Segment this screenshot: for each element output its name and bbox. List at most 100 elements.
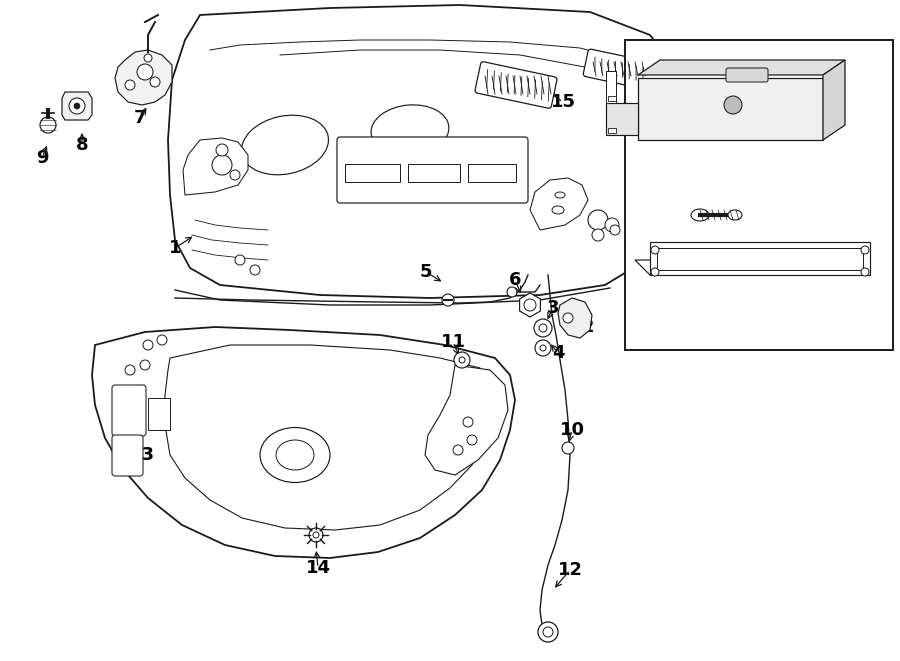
- Text: 14: 14: [305, 559, 330, 577]
- Circle shape: [562, 442, 574, 454]
- Polygon shape: [115, 50, 172, 105]
- Text: 15: 15: [551, 93, 575, 111]
- Text: 1: 1: [169, 239, 181, 257]
- Circle shape: [137, 64, 153, 80]
- Bar: [468, 164, 516, 182]
- FancyBboxPatch shape: [475, 61, 557, 108]
- Circle shape: [150, 77, 160, 87]
- Text: 16: 16: [733, 46, 758, 64]
- Polygon shape: [823, 60, 845, 140]
- Polygon shape: [530, 178, 588, 230]
- Circle shape: [610, 225, 620, 235]
- Circle shape: [535, 340, 551, 356]
- Polygon shape: [168, 5, 680, 298]
- Circle shape: [588, 210, 608, 230]
- Circle shape: [157, 335, 167, 345]
- Circle shape: [861, 246, 869, 254]
- FancyBboxPatch shape: [337, 137, 528, 203]
- Text: 17: 17: [660, 273, 685, 291]
- Circle shape: [230, 170, 240, 180]
- Polygon shape: [92, 327, 515, 558]
- Circle shape: [140, 360, 150, 370]
- Circle shape: [463, 417, 473, 427]
- Text: 11: 11: [440, 333, 465, 351]
- Circle shape: [453, 445, 463, 455]
- FancyBboxPatch shape: [726, 68, 768, 82]
- Circle shape: [524, 299, 536, 311]
- Circle shape: [74, 103, 80, 109]
- Ellipse shape: [371, 105, 449, 155]
- Circle shape: [250, 265, 260, 275]
- Text: 6: 6: [508, 271, 521, 289]
- Bar: [408, 164, 460, 182]
- Bar: [345, 164, 400, 182]
- Circle shape: [540, 345, 546, 351]
- Polygon shape: [183, 138, 248, 195]
- Circle shape: [539, 324, 547, 332]
- Polygon shape: [165, 345, 492, 530]
- Circle shape: [467, 435, 477, 445]
- Polygon shape: [650, 242, 870, 275]
- Circle shape: [144, 54, 152, 62]
- Circle shape: [216, 144, 228, 156]
- FancyBboxPatch shape: [112, 435, 143, 476]
- Polygon shape: [519, 293, 540, 317]
- FancyBboxPatch shape: [583, 49, 651, 89]
- Ellipse shape: [728, 210, 742, 220]
- Circle shape: [592, 229, 604, 241]
- Circle shape: [651, 268, 659, 276]
- Polygon shape: [558, 298, 592, 338]
- Circle shape: [861, 268, 869, 276]
- Text: 4: 4: [552, 344, 564, 362]
- FancyBboxPatch shape: [112, 385, 146, 436]
- Circle shape: [235, 255, 245, 265]
- Polygon shape: [62, 92, 92, 120]
- Ellipse shape: [276, 440, 314, 470]
- Text: 9: 9: [36, 149, 49, 167]
- Ellipse shape: [555, 192, 565, 198]
- Ellipse shape: [691, 209, 709, 221]
- Circle shape: [724, 96, 742, 114]
- Circle shape: [212, 155, 232, 175]
- Text: 12: 12: [557, 561, 582, 579]
- Circle shape: [507, 287, 517, 297]
- Text: 18: 18: [660, 206, 685, 224]
- Text: 2: 2: [581, 318, 594, 336]
- Circle shape: [625, 235, 635, 245]
- Text: 3: 3: [547, 299, 559, 317]
- Ellipse shape: [260, 428, 330, 483]
- Circle shape: [309, 528, 323, 542]
- Circle shape: [40, 117, 56, 133]
- Circle shape: [125, 365, 135, 375]
- Circle shape: [69, 98, 85, 114]
- Bar: [638, 78, 823, 140]
- Ellipse shape: [552, 206, 564, 214]
- Circle shape: [459, 357, 465, 363]
- Circle shape: [538, 622, 558, 642]
- Circle shape: [125, 80, 135, 90]
- Circle shape: [651, 246, 659, 254]
- Circle shape: [543, 627, 553, 637]
- Text: 5: 5: [419, 263, 432, 281]
- Text: 10: 10: [560, 421, 584, 439]
- Circle shape: [454, 352, 470, 368]
- Bar: [608, 128, 616, 133]
- Bar: [148, 398, 170, 430]
- Polygon shape: [635, 260, 870, 275]
- Ellipse shape: [241, 115, 328, 175]
- Circle shape: [605, 218, 619, 232]
- Circle shape: [563, 313, 573, 323]
- Circle shape: [534, 319, 552, 337]
- Polygon shape: [638, 60, 845, 75]
- Circle shape: [442, 294, 454, 306]
- Circle shape: [143, 340, 153, 350]
- Polygon shape: [425, 365, 508, 475]
- Bar: [608, 96, 616, 101]
- Circle shape: [313, 532, 319, 538]
- Bar: [625, 40, 893, 350]
- Polygon shape: [657, 248, 863, 270]
- Text: 7: 7: [134, 109, 146, 127]
- Bar: [606, 71, 616, 103]
- Text: 8: 8: [76, 136, 88, 154]
- Polygon shape: [606, 103, 638, 135]
